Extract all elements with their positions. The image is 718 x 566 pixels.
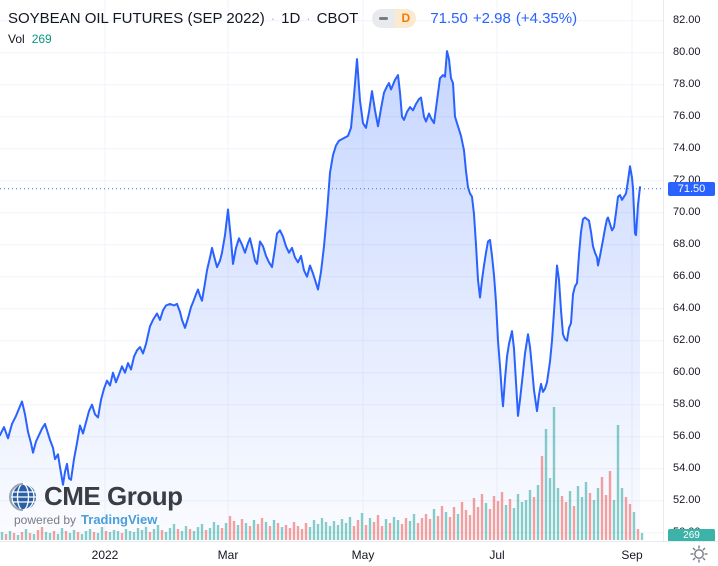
cme-brand-text: CME Group bbox=[44, 481, 183, 511]
cme-globe-icon bbox=[9, 482, 36, 511]
time-tick-label: Jul bbox=[489, 548, 505, 562]
price-tick-label: 62.00 bbox=[673, 334, 701, 346]
separator-dot: · bbox=[306, 10, 311, 26]
volume-indicator-label: Vol bbox=[8, 31, 25, 46]
cme-logo-row: CME Group bbox=[8, 481, 183, 512]
minus-icon bbox=[379, 16, 389, 20]
interval-label[interactable]: 1D bbox=[281, 9, 301, 27]
cme-watermark: CME Group powered by TradingView bbox=[8, 481, 183, 527]
time-tick-label: Mar bbox=[217, 548, 239, 562]
powered-by-text: powered by bbox=[14, 513, 77, 527]
legend-chip-group: D bbox=[372, 8, 417, 28]
price-tick-label: 54.00 bbox=[673, 462, 701, 474]
collapse-chip[interactable] bbox=[372, 8, 396, 28]
price-tick-label: 64.00 bbox=[673, 302, 701, 314]
price-tick-label: 52.00 bbox=[673, 494, 701, 506]
price-readout: 71.50 +2.98 (+4.35%) bbox=[430, 10, 577, 27]
price-change: +2.98 bbox=[472, 9, 511, 27]
symbol-title[interactable]: SOYBEAN OIL FUTURES (SEP 2022) bbox=[8, 9, 265, 27]
price-tick-label: 80.00 bbox=[673, 46, 701, 58]
volume-value-badge: 269 bbox=[668, 529, 715, 542]
powered-by-row: powered by TradingView bbox=[14, 512, 183, 527]
volume-indicator-value: 269 bbox=[31, 31, 52, 46]
price-tick-label: 58.00 bbox=[673, 398, 701, 410]
price-tick-label: 60.00 bbox=[673, 366, 701, 378]
last-price: 71.50 bbox=[430, 9, 468, 27]
time-scale[interactable]: 2022 Mar May Jul Sep bbox=[0, 541, 718, 566]
chart-legend[interactable]: SOYBEAN OIL FUTURES (SEP 2022) · 1D · CB… bbox=[8, 8, 577, 46]
interval-d-chip[interactable]: D bbox=[395, 8, 417, 28]
price-tick-label: 78.00 bbox=[673, 78, 701, 90]
last-price-badge: 71.50 bbox=[668, 182, 715, 196]
price-change-percent: (+4.35%) bbox=[515, 9, 578, 27]
price-scale[interactable]: 50.0052.0054.0056.0058.0060.0062.0064.00… bbox=[663, 0, 718, 542]
price-tick-label: 74.00 bbox=[673, 142, 701, 154]
exchange-label[interactable]: CBOT bbox=[316, 9, 359, 27]
area-fill bbox=[0, 51, 640, 540]
price-tick-label: 82.00 bbox=[673, 14, 701, 26]
volume-bars bbox=[0, 407, 644, 540]
price-tick-label: 56.00 bbox=[673, 430, 701, 442]
time-tick-label: May bbox=[351, 548, 375, 562]
settings-gear-icon[interactable] bbox=[689, 544, 709, 564]
tradingview-link[interactable]: TradingView bbox=[81, 512, 158, 527]
time-tick-label: 2022 bbox=[91, 548, 119, 562]
price-tick-label: 68.00 bbox=[673, 238, 701, 250]
price-tick-label: 70.00 bbox=[673, 206, 701, 218]
price-line bbox=[0, 50, 641, 486]
separator-dot: · bbox=[270, 10, 276, 26]
price-tick-label: 76.00 bbox=[673, 110, 701, 122]
symbol-row: SOYBEAN OIL FUTURES (SEP 2022) · 1D · CB… bbox=[8, 8, 577, 28]
volume-indicator-row[interactable]: Vol 269 bbox=[8, 31, 577, 46]
time-tick-label: Sep bbox=[621, 548, 643, 562]
price-tick-label: 66.00 bbox=[673, 270, 701, 282]
